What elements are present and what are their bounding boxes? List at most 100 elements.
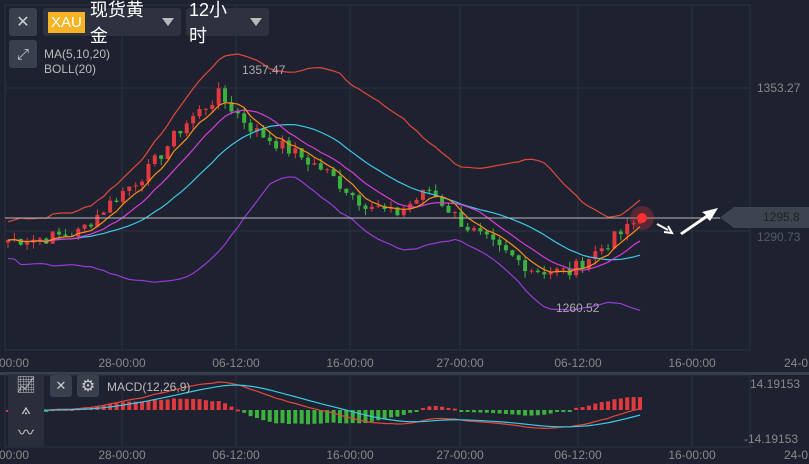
period-selector[interactable]: 12小时 xyxy=(186,0,269,46)
candle-body xyxy=(561,268,566,270)
macd-histogram-bar xyxy=(452,408,457,411)
candle-body xyxy=(293,148,298,154)
candle-body xyxy=(535,270,540,273)
candle-body xyxy=(325,169,330,171)
candle-body xyxy=(229,102,234,112)
candle-body xyxy=(197,109,202,117)
time-axis-label: 00:00 xyxy=(0,448,30,462)
candle-body xyxy=(472,228,477,231)
indicator-button[interactable]: 〰 xyxy=(8,422,44,446)
candle-body xyxy=(235,111,240,114)
macd-histogram-bar xyxy=(465,410,470,412)
macd-histogram-bar xyxy=(197,399,202,410)
candle-body xyxy=(440,197,445,206)
candle-body xyxy=(618,231,623,235)
candle-body xyxy=(599,248,604,252)
candle-body xyxy=(25,242,30,245)
candle-body xyxy=(344,188,349,193)
trend-arrow-icon xyxy=(680,208,718,235)
candle-body xyxy=(452,212,457,214)
symbol-badge: XAU xyxy=(48,11,85,33)
macd-histogram-bar xyxy=(420,408,425,411)
candle-body xyxy=(465,226,470,231)
macd-histogram-bar xyxy=(152,399,157,410)
candle-body xyxy=(318,163,323,170)
candle-body xyxy=(606,248,611,250)
macd-histogram-bar xyxy=(414,410,419,412)
candle-body xyxy=(108,200,113,213)
current-price-tag xyxy=(720,207,809,228)
macd-histogram-bar xyxy=(274,410,279,424)
time-axis-label: 24-0 xyxy=(783,356,809,370)
macd-histogram-bar xyxy=(484,410,489,413)
time-axis-label: 06-12:00 xyxy=(554,448,602,462)
candle-body xyxy=(261,128,266,138)
macd-histogram-bar xyxy=(363,410,368,424)
time-axis-label: 16-00:00 xyxy=(326,356,374,370)
candle-body xyxy=(389,207,394,209)
macd-histogram-bar xyxy=(408,410,413,413)
time-axis-label: 06-12:00 xyxy=(212,448,260,462)
current-price-dot xyxy=(637,213,647,223)
macd-histogram-bar xyxy=(401,410,406,415)
drawing-tool-button[interactable]: ⟑ xyxy=(8,398,44,422)
macd-histogram-bar xyxy=(280,410,285,424)
macd-histogram-bar xyxy=(331,410,336,423)
macd-histogram-bar xyxy=(267,410,272,422)
macd-histogram-bar xyxy=(625,397,630,410)
macd-histogram-bar xyxy=(369,410,374,422)
candle-body xyxy=(625,223,630,235)
close-icon: ✕ xyxy=(16,14,30,31)
macd-histogram-bar xyxy=(561,410,566,412)
candle-body xyxy=(510,250,515,256)
fullscreen-button[interactable]: ⤢ xyxy=(9,40,37,68)
candle-body xyxy=(242,113,247,123)
candle-body xyxy=(363,205,368,209)
candle-body xyxy=(548,272,553,275)
macd-histogram-bar xyxy=(216,401,221,410)
macd-histogram-bar xyxy=(516,410,521,415)
time-axis-label: 00:00 xyxy=(0,356,30,370)
macd-histogram-bar xyxy=(44,410,49,412)
macd-settings-button[interactable]: ⚙ xyxy=(77,375,99,397)
main-panel-border xyxy=(4,4,751,351)
candle-body xyxy=(401,209,406,216)
candle-body xyxy=(286,140,291,154)
ma20-line xyxy=(7,123,641,261)
macd-histogram-bar xyxy=(235,409,240,412)
macd-close-button[interactable]: ✕ xyxy=(50,375,72,397)
macd-histogram-bar xyxy=(535,410,540,416)
candle-body xyxy=(184,123,189,134)
indicator-toolbar: 📈︎ ⟑ 〰 xyxy=(8,374,44,446)
chart-type-button[interactable]: 📈︎ xyxy=(8,374,44,398)
candle-body xyxy=(223,88,228,103)
candle-body xyxy=(95,214,100,227)
candle-body xyxy=(516,255,521,261)
macd-histogram-bar xyxy=(638,397,642,410)
candle-body xyxy=(427,189,432,191)
macd-histogram-bar xyxy=(178,398,183,410)
candle-body xyxy=(299,148,304,158)
chevron-down-icon xyxy=(250,18,262,26)
time-axis-label: 27-00:00 xyxy=(436,448,484,462)
candle-body xyxy=(6,240,10,243)
candle-body xyxy=(140,181,145,186)
macd-histogram-bar xyxy=(184,398,189,410)
candle-body xyxy=(580,260,585,269)
candle-body xyxy=(497,239,502,246)
candle-body xyxy=(586,259,591,269)
candle-body xyxy=(523,260,528,272)
candle-body xyxy=(127,186,132,191)
macd-panel-border xyxy=(4,374,751,448)
waveform-icon: 〰 xyxy=(17,425,34,442)
symbol-selector[interactable]: XAU 现货黄金 xyxy=(43,0,181,46)
macd-histogram-bar xyxy=(306,410,311,425)
period-label: 12小时 xyxy=(189,0,228,46)
candle-body xyxy=(120,190,125,202)
chevron-down-icon xyxy=(162,18,174,26)
candle-body xyxy=(420,189,425,200)
macd-histogram-bar xyxy=(548,410,553,414)
macd-histogram-bar xyxy=(389,410,394,418)
close-button[interactable]: ✕ xyxy=(9,8,37,36)
